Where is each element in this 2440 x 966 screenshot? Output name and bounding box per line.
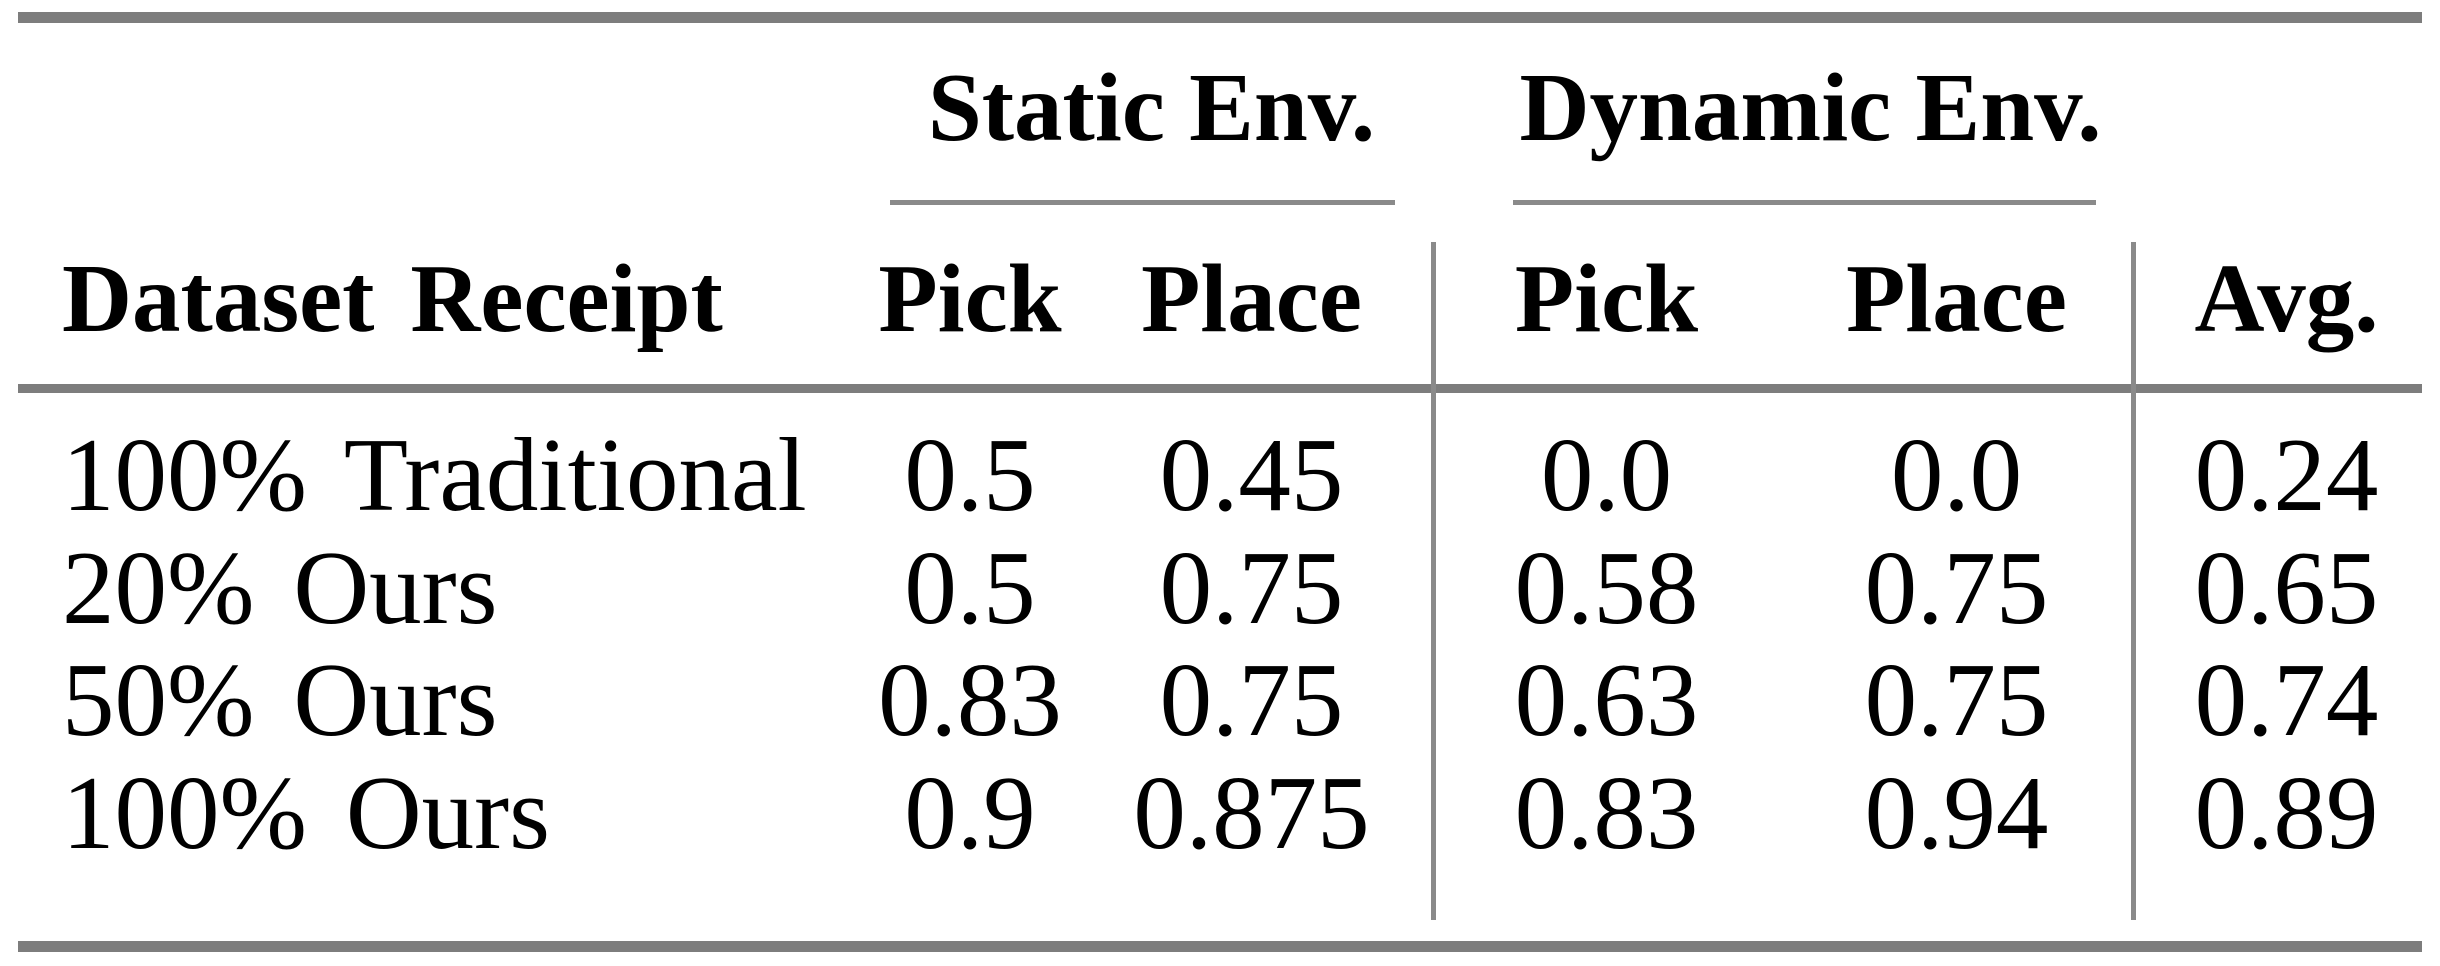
col-header-static-place: Place (1141, 245, 1362, 352)
table-row-50-ours: 50% Ours 0.83 0.75 0.63 0.75 0.74 (0, 641, 2440, 758)
vertical-separator-static-dynamic (1431, 242, 1436, 920)
cell-static-pick: 0.5 (904, 528, 1036, 646)
cell-static-place: 0.875 (1133, 753, 1370, 871)
cell-static-place: 0.75 (1159, 641, 1344, 758)
cell-dynamic-place: 0.75 (1864, 528, 2049, 646)
table-row-100-ours: 100% Ours 0.9 0.875 0.83 0.94 0.89 (0, 753, 2440, 871)
cell-dynamic-pick: 0.83 (1514, 753, 1699, 871)
col-header-avg: Avg. (2194, 245, 2379, 352)
row-label: 100% Ours (62, 753, 550, 871)
bottom-rule (18, 941, 2422, 952)
top-rule (18, 12, 2422, 23)
col-header-static-pick: Pick (878, 245, 1062, 352)
cell-static-place: 0.45 (1159, 416, 1344, 533)
row-label: 50% Ours (62, 641, 498, 758)
cell-dynamic-pick: 0.58 (1514, 528, 1699, 646)
mid-rule (18, 384, 2422, 393)
cell-avg: 0.24 (2194, 416, 2379, 533)
cmidrule-static (890, 200, 1395, 205)
cell-dynamic-pick: 0.0 (1540, 416, 1673, 533)
col-header-dynamic-place: Place (1846, 245, 2067, 352)
group-header-row: Static Env. Dynamic Env. (0, 52, 2440, 164)
table-row-100-traditional: 100% Traditional 0.5 0.45 0.0 0.0 0.24 (0, 416, 2440, 533)
table-body: 100% Traditional 0.5 0.45 0.0 0.0 0.24 2… (0, 416, 2440, 871)
cell-dynamic-pick: 0.63 (1514, 641, 1699, 758)
cell-static-pick: 0.5 (904, 416, 1036, 533)
cell-static-pick: 0.83 (878, 641, 1062, 758)
col-header-dynamic-pick: Pick (1514, 245, 1699, 352)
cmidrule-dynamic (1513, 200, 2096, 205)
row-label: 100% Traditional (62, 416, 807, 533)
group-header-avg-spacer (2133, 52, 2440, 164)
col-header-dataset-receipt: Dataset Receipt (62, 245, 723, 352)
cell-dynamic-place: 0.0 (1890, 416, 2023, 533)
column-header-row: Dataset Receipt Pick Place Pick Place Av… (0, 242, 2440, 355)
table-row-20-ours: 20% Ours 0.5 0.75 0.58 0.75 0.65 (0, 528, 2440, 646)
cell-static-place: 0.75 (1159, 528, 1344, 646)
group-header-dynamic-env: Dynamic Env. (1519, 54, 2102, 161)
vertical-separator-dynamic-avg (2131, 242, 2136, 920)
group-header-spacer (0, 52, 870, 164)
cell-dynamic-place: 0.94 (1864, 753, 2049, 871)
group-header-static-env: Static Env. (927, 54, 1376, 161)
cell-avg: 0.89 (2194, 753, 2379, 871)
cell-avg: 0.74 (2194, 641, 2379, 758)
cell-dynamic-place: 0.75 (1864, 641, 2049, 758)
row-label: 20% Ours (62, 528, 498, 646)
cell-avg: 0.65 (2194, 528, 2379, 646)
cell-static-pick: 0.9 (904, 753, 1036, 871)
